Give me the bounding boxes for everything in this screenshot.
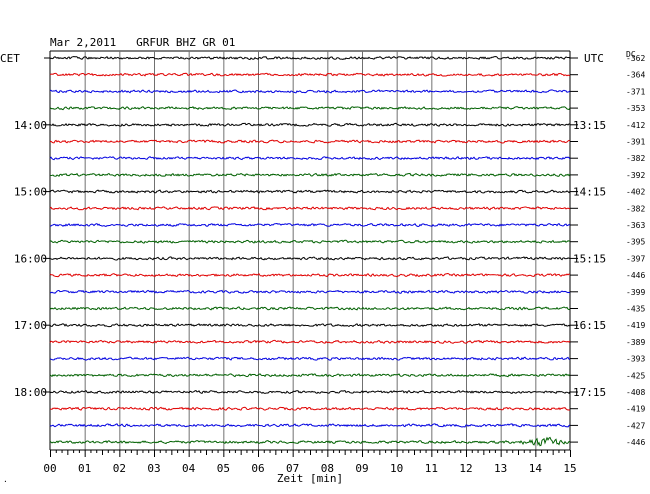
dc-value: -353 (626, 104, 645, 113)
x-tick-label: 09 (355, 462, 368, 475)
dc-value: -446 (626, 438, 645, 447)
dc-value: -412 (626, 121, 645, 130)
seismic-trace (49, 139, 571, 144)
trace-lines (49, 55, 571, 447)
dc-value: -419 (626, 321, 645, 330)
dc-value: -395 (626, 238, 645, 247)
seismic-trace (49, 106, 571, 111)
x-tick-label: 05 (217, 462, 230, 475)
dc-value: -397 (626, 254, 645, 263)
seismic-trace (49, 172, 571, 177)
seismic-trace (49, 356, 571, 361)
right-hour-label: 15:15 (573, 252, 606, 265)
x-axis-label: Zeit [min] (277, 472, 343, 485)
x-tick-label: 15 (563, 462, 576, 475)
dc-value: -382 (626, 154, 645, 163)
x-tick-label: 10 (390, 462, 403, 475)
seismic-trace (49, 89, 571, 94)
right-hour-label: 17:15 (573, 386, 606, 399)
seismic-trace (49, 72, 571, 77)
seismic-trace (49, 122, 571, 127)
left-hour-label: 17:00 (14, 319, 47, 332)
dc-value: -425 (626, 371, 645, 380)
x-tick-label: 07 (286, 462, 299, 475)
seismic-trace (49, 256, 571, 261)
dc-value: -362 (626, 54, 645, 63)
dc-value: -446 (626, 271, 645, 280)
seismic-trace (49, 306, 571, 311)
dc-value: -435 (626, 305, 645, 314)
x-tick-label: 00 (43, 462, 56, 475)
seismic-trace (49, 423, 571, 428)
dc-value: -392 (626, 171, 645, 180)
right-hour-label: 14:15 (573, 186, 606, 199)
x-tick-label: 12 (459, 462, 472, 475)
seismic-trace (49, 222, 571, 228)
axis-labels: 00 01 02 03 04 05 06 07 08 09 10 11 12 13 14 15 -362 -364… (14, 54, 646, 475)
grid-lines (44, 50, 578, 457)
dc-value: -363 (626, 221, 645, 230)
dc-value: -402 (626, 188, 645, 197)
left-hour-label: 16:00 (14, 252, 47, 265)
left-hour-label: 18:00 (14, 386, 47, 399)
dc-value: -382 (626, 204, 645, 213)
right-hour-label: 13:15 (573, 119, 606, 132)
dc-value: -371 (626, 87, 645, 96)
x-tick-label: 01 (78, 462, 91, 475)
seismic-trace (49, 406, 571, 411)
left-timezone-label: CET (0, 52, 20, 65)
dc-value: -427 (626, 421, 645, 430)
x-tick-label: 11 (425, 462, 438, 475)
seismic-trace (49, 436, 571, 447)
seismic-trace (49, 339, 571, 344)
seismic-trace (49, 389, 571, 395)
right-hour-label: 16:15 (573, 319, 606, 332)
dc-value: -393 (626, 355, 645, 364)
x-tick-label: 04 (182, 462, 196, 475)
dc-value: -364 (626, 71, 645, 80)
seismic-trace (49, 272, 571, 278)
x-tick-label: 13 (494, 462, 507, 475)
dc-value: -399 (626, 288, 645, 297)
dc-label: DC (626, 50, 636, 59)
left-hour-label: 14:00 (14, 119, 47, 132)
chart-title: Mar 2,2011 GRFUR BHZ GR 01 (50, 36, 235, 49)
x-tick-label: 02 (113, 462, 126, 475)
dc-value: -419 (626, 405, 645, 414)
seismic-trace (49, 55, 571, 61)
dc-value: -389 (626, 338, 645, 347)
seismic-trace (49, 206, 571, 211)
seismic-trace (49, 373, 571, 378)
dc-value: -408 (626, 388, 645, 397)
x-tick-label: 08 (321, 462, 334, 475)
x-tick-label: 03 (147, 462, 160, 475)
x-tick-label: 14 (529, 462, 543, 475)
seismic-trace (49, 156, 571, 161)
seismic-trace (49, 189, 571, 194)
corner-mark: · (3, 477, 8, 486)
left-hour-label: 15:00 (14, 186, 47, 199)
x-tick-label: 06 (251, 462, 264, 475)
seismic-trace (49, 323, 571, 328)
seismic-trace (49, 239, 571, 244)
right-timezone-label: UTC (584, 52, 604, 65)
seismic-trace (49, 289, 571, 294)
dc-value: -391 (626, 138, 645, 147)
